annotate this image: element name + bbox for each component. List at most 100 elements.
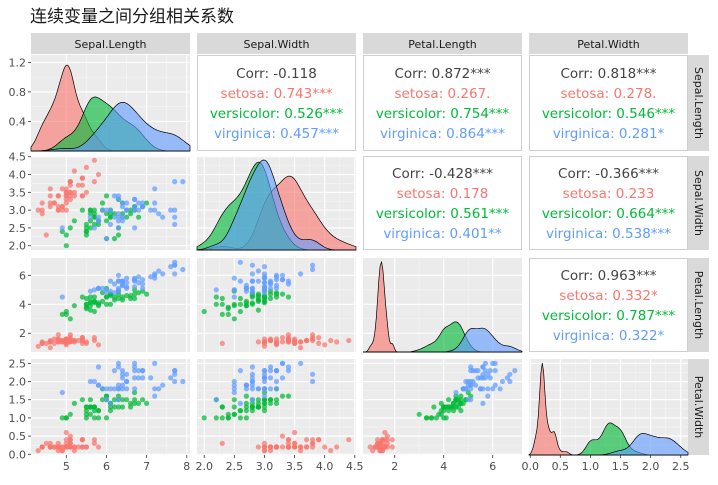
data-point — [243, 382, 249, 388]
data-point — [160, 214, 166, 220]
data-point — [231, 382, 237, 388]
panel-background — [31, 156, 190, 250]
data-point — [249, 408, 255, 414]
data-point — [255, 397, 261, 403]
data-point — [87, 397, 93, 403]
data-point — [470, 368, 476, 374]
data-point — [67, 189, 73, 195]
data-point — [273, 444, 280, 450]
data-point — [213, 301, 219, 307]
data-point — [310, 336, 316, 342]
data-point — [95, 218, 102, 224]
data-point — [119, 214, 126, 220]
data-point — [124, 371, 130, 377]
data-point — [115, 360, 122, 366]
data-point — [75, 444, 81, 450]
data-point — [428, 415, 435, 421]
data-point — [59, 204, 65, 210]
data-point — [316, 340, 322, 346]
data-point — [103, 207, 110, 213]
data-point — [470, 378, 476, 385]
correlation-label: setosa: 0.233 — [563, 186, 655, 202]
strip-top — [363, 33, 522, 54]
data-point — [115, 232, 122, 238]
data-point — [243, 400, 249, 406]
data-point — [111, 397, 118, 403]
data-point — [237, 295, 243, 302]
data-point — [273, 290, 280, 296]
y-tick-label: 4 — [19, 298, 26, 311]
data-point — [140, 277, 146, 283]
data-point — [124, 284, 130, 290]
data-point — [480, 375, 486, 381]
data-point — [213, 287, 219, 293]
data-point — [507, 371, 513, 377]
data-point — [322, 444, 328, 450]
y-tick-label: 2.5 — [9, 357, 27, 370]
data-point — [267, 397, 274, 403]
data-point — [156, 211, 162, 217]
data-point — [477, 386, 484, 392]
data-point — [124, 275, 130, 281]
data-point — [261, 400, 268, 406]
y-tick-label: 4.5 — [9, 151, 27, 164]
data-point — [83, 221, 89, 227]
data-point — [512, 368, 518, 374]
data-point — [119, 200, 126, 206]
data-point — [231, 301, 237, 307]
data-point — [304, 437, 310, 443]
strip-top — [31, 33, 190, 54]
data-point — [111, 281, 118, 287]
data-point — [111, 290, 118, 296]
data-point — [453, 389, 459, 396]
data-point — [87, 404, 93, 410]
data-point — [231, 404, 237, 410]
data-point — [213, 415, 219, 421]
data-point — [87, 225, 93, 231]
data-point — [346, 337, 352, 344]
data-point — [160, 382, 166, 388]
data-point — [255, 278, 261, 284]
data-point — [261, 393, 268, 399]
x-tick-label: 5 — [63, 460, 70, 473]
data-point — [172, 378, 178, 385]
data-point — [231, 411, 237, 417]
data-point — [261, 280, 268, 286]
data-point — [310, 444, 316, 450]
data-point — [95, 301, 102, 307]
data-point — [115, 364, 122, 370]
data-point — [255, 297, 261, 303]
data-point — [249, 285, 255, 291]
data-point — [172, 368, 178, 374]
data-point — [39, 211, 45, 217]
data-point — [132, 400, 138, 406]
data-point — [47, 339, 53, 345]
data-point — [67, 336, 73, 342]
data-point — [99, 285, 106, 291]
data-point — [87, 218, 93, 224]
data-point — [99, 298, 106, 304]
data-point — [328, 448, 334, 454]
data-point — [273, 378, 280, 385]
data-point — [292, 429, 298, 436]
panel-background — [197, 55, 356, 151]
data-point — [87, 307, 93, 313]
data-point — [79, 175, 85, 181]
data-point — [285, 337, 292, 344]
data-point — [267, 386, 274, 392]
data-point — [389, 437, 395, 443]
data-point — [231, 287, 237, 293]
data-point — [55, 444, 61, 450]
data-point — [67, 182, 73, 188]
data-point — [507, 378, 513, 385]
data-point — [63, 339, 69, 345]
correlation-label: Corr: -0.428*** — [392, 166, 493, 182]
data-point — [91, 335, 97, 341]
data-point — [132, 397, 138, 403]
data-point — [261, 290, 268, 296]
correlation-label: setosa: 0.278. — [561, 86, 657, 102]
data-point — [67, 225, 73, 231]
data-point — [63, 200, 69, 206]
x-tick-label: 4.0 — [316, 460, 334, 473]
